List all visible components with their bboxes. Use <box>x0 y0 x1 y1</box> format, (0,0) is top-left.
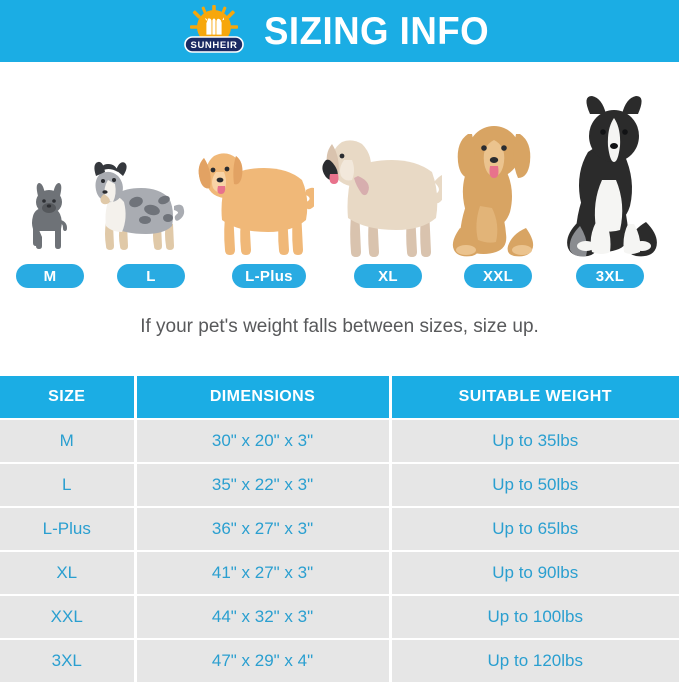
dog-illustration-strip <box>0 62 679 262</box>
cell-size: 3XL <box>0 638 137 682</box>
page-title: SIZING INFO <box>263 9 489 53</box>
cell-dimensions: 30" x 20" x 3" <box>135 418 392 463</box>
size-badge-xl[interactable]: XL <box>354 264 422 288</box>
cell-weight: Up to 90lbs <box>390 550 679 595</box>
table-row: L 35" x 22" x 3" Up to 50lbs <box>0 462 679 507</box>
sunheir-logo: SUNHEIR <box>176 5 252 57</box>
size-badge-row: M L L-Plus XL XXL 3XL <box>0 264 679 290</box>
sizing-note: If your pet's weight falls between sizes… <box>140 316 539 337</box>
table-row: L-Plus 36" x 27" x 3" Up to 65lbs <box>0 506 679 551</box>
cell-weight: Up to 50lbs <box>390 462 679 507</box>
column-header-weight: SUITABLE WEIGHT <box>390 376 679 419</box>
logo-text: SUNHEIR <box>190 40 237 51</box>
column-header-dimensions: DIMENSIONS <box>135 376 392 419</box>
table-row: 3XL 47" x 29" x 4" Up to 120lbs <box>0 638 679 682</box>
cell-size: L-Plus <box>0 506 137 551</box>
sun-burst-with-dogs-icon: SUNHEIR <box>183 5 244 53</box>
size-badge-xxl[interactable]: XXL <box>464 264 532 288</box>
sizing-table-wrapper: SIZE DIMENSIONS SUITABLE WEIGHT M 30" x … <box>0 376 679 682</box>
cell-size: L <box>0 462 137 507</box>
dog-illustration-l <box>90 150 186 260</box>
cell-dimensions: 35" x 22" x 3" <box>135 462 392 507</box>
size-badge-m[interactable]: M <box>16 264 84 288</box>
table-row: XXL 44" x 32" x 3" Up to 100lbs <box>0 594 679 639</box>
dog-illustration-l-plus <box>196 142 314 260</box>
page-header: SUNHEIR SIZING INFO <box>0 0 679 62</box>
cell-weight: Up to 100lbs <box>390 594 679 639</box>
cell-dimensions: 36" x 27" x 3" <box>135 506 392 551</box>
cell-weight: Up to 120lbs <box>390 638 679 682</box>
table-row: XL 41" x 27" x 3" Up to 90lbs <box>0 550 679 595</box>
table-header-row: SIZE DIMENSIONS SUITABLE WEIGHT <box>0 376 679 419</box>
size-badge-l-plus[interactable]: L-Plus <box>232 264 306 288</box>
size-badge-3xl[interactable]: 3XL <box>576 264 644 288</box>
dog-illustration-xl <box>318 132 442 260</box>
table-row: M 30" x 20" x 3" Up to 35lbs <box>0 418 679 463</box>
dog-illustration-m <box>14 182 86 260</box>
cell-dimensions: 47" x 29" x 4" <box>135 638 392 682</box>
cell-weight: Up to 35lbs <box>390 418 679 463</box>
cell-size: M <box>0 418 137 463</box>
dog-illustration-3xl <box>560 94 670 260</box>
sizing-table: SIZE DIMENSIONS SUITABLE WEIGHT M 30" x … <box>0 376 679 682</box>
cell-weight: Up to 65lbs <box>390 506 679 551</box>
size-badge-l[interactable]: L <box>117 264 185 288</box>
cell-dimensions: 44" x 32" x 3" <box>135 594 392 639</box>
cell-dimensions: 41" x 27" x 3" <box>135 550 392 595</box>
cell-size: XXL <box>0 594 137 639</box>
cell-size: XL <box>0 550 137 595</box>
column-header-size: SIZE <box>0 376 137 419</box>
dog-illustration-xxl <box>440 110 552 260</box>
